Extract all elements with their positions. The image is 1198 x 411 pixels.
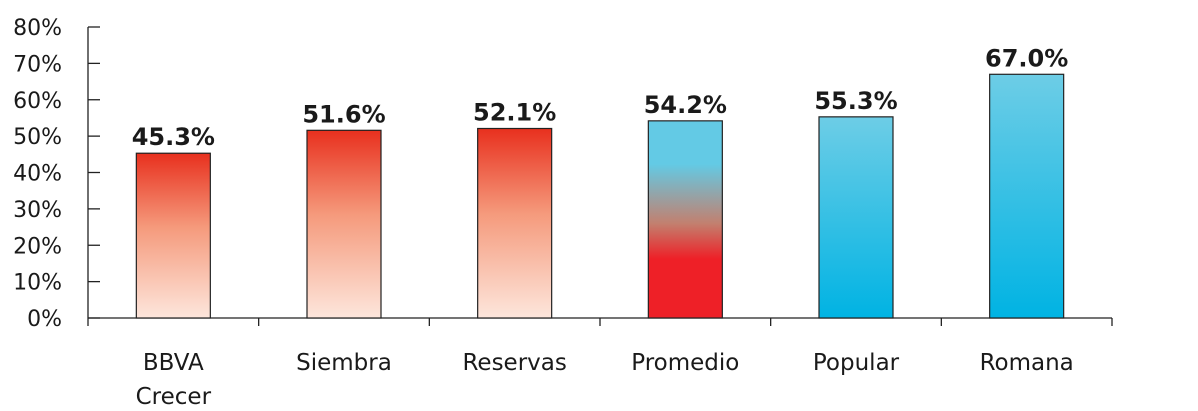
- y-tick-label: 80%: [13, 16, 62, 41]
- bar: [647, 120, 723, 319]
- y-tick-label: 0%: [27, 307, 62, 332]
- x-tick-label: BBVA Crecer: [136, 350, 212, 410]
- x-tick-label: Promedio: [631, 350, 739, 376]
- data-label: 51.6%: [302, 100, 385, 128]
- y-tick-label: 30%: [13, 198, 62, 223]
- x-tick-label: Siembra: [296, 350, 392, 376]
- data-label: 54.2%: [644, 91, 727, 119]
- data-label: 55.3%: [814, 87, 897, 115]
- data-labels: 45.3% 51.6% 52.1% 54.2% 55.3% 67.0%: [132, 44, 1069, 151]
- x-tick-label: Romana: [980, 350, 1074, 376]
- bar: [989, 73, 1065, 319]
- y-axis: 0% 10% 20% 30% 40% 50% 60% 70% 80%: [13, 16, 100, 332]
- y-tick-label: 40%: [13, 162, 62, 187]
- y-tick-label: 20%: [13, 234, 62, 259]
- y-tick-label: 50%: [13, 125, 62, 150]
- x-tick-label: Popular: [813, 350, 900, 376]
- data-label: 67.0%: [985, 44, 1068, 72]
- y-tick-label: 10%: [13, 271, 62, 296]
- bars: [135, 73, 1065, 319]
- y-tick-label: 60%: [13, 89, 62, 114]
- bar: [135, 152, 211, 319]
- bar: [477, 127, 553, 319]
- bar: [818, 116, 894, 319]
- x-axis: [87, 317, 1113, 326]
- y-tick-label: 70%: [13, 52, 62, 77]
- data-label: 52.1%: [473, 98, 556, 126]
- category-labels: BBVA Crecer Siembra Reservas Promedio Popular…: [136, 350, 1074, 410]
- data-label: 45.3%: [132, 123, 215, 151]
- bar: [306, 129, 382, 319]
- x-tick-label: Reservas: [462, 350, 566, 376]
